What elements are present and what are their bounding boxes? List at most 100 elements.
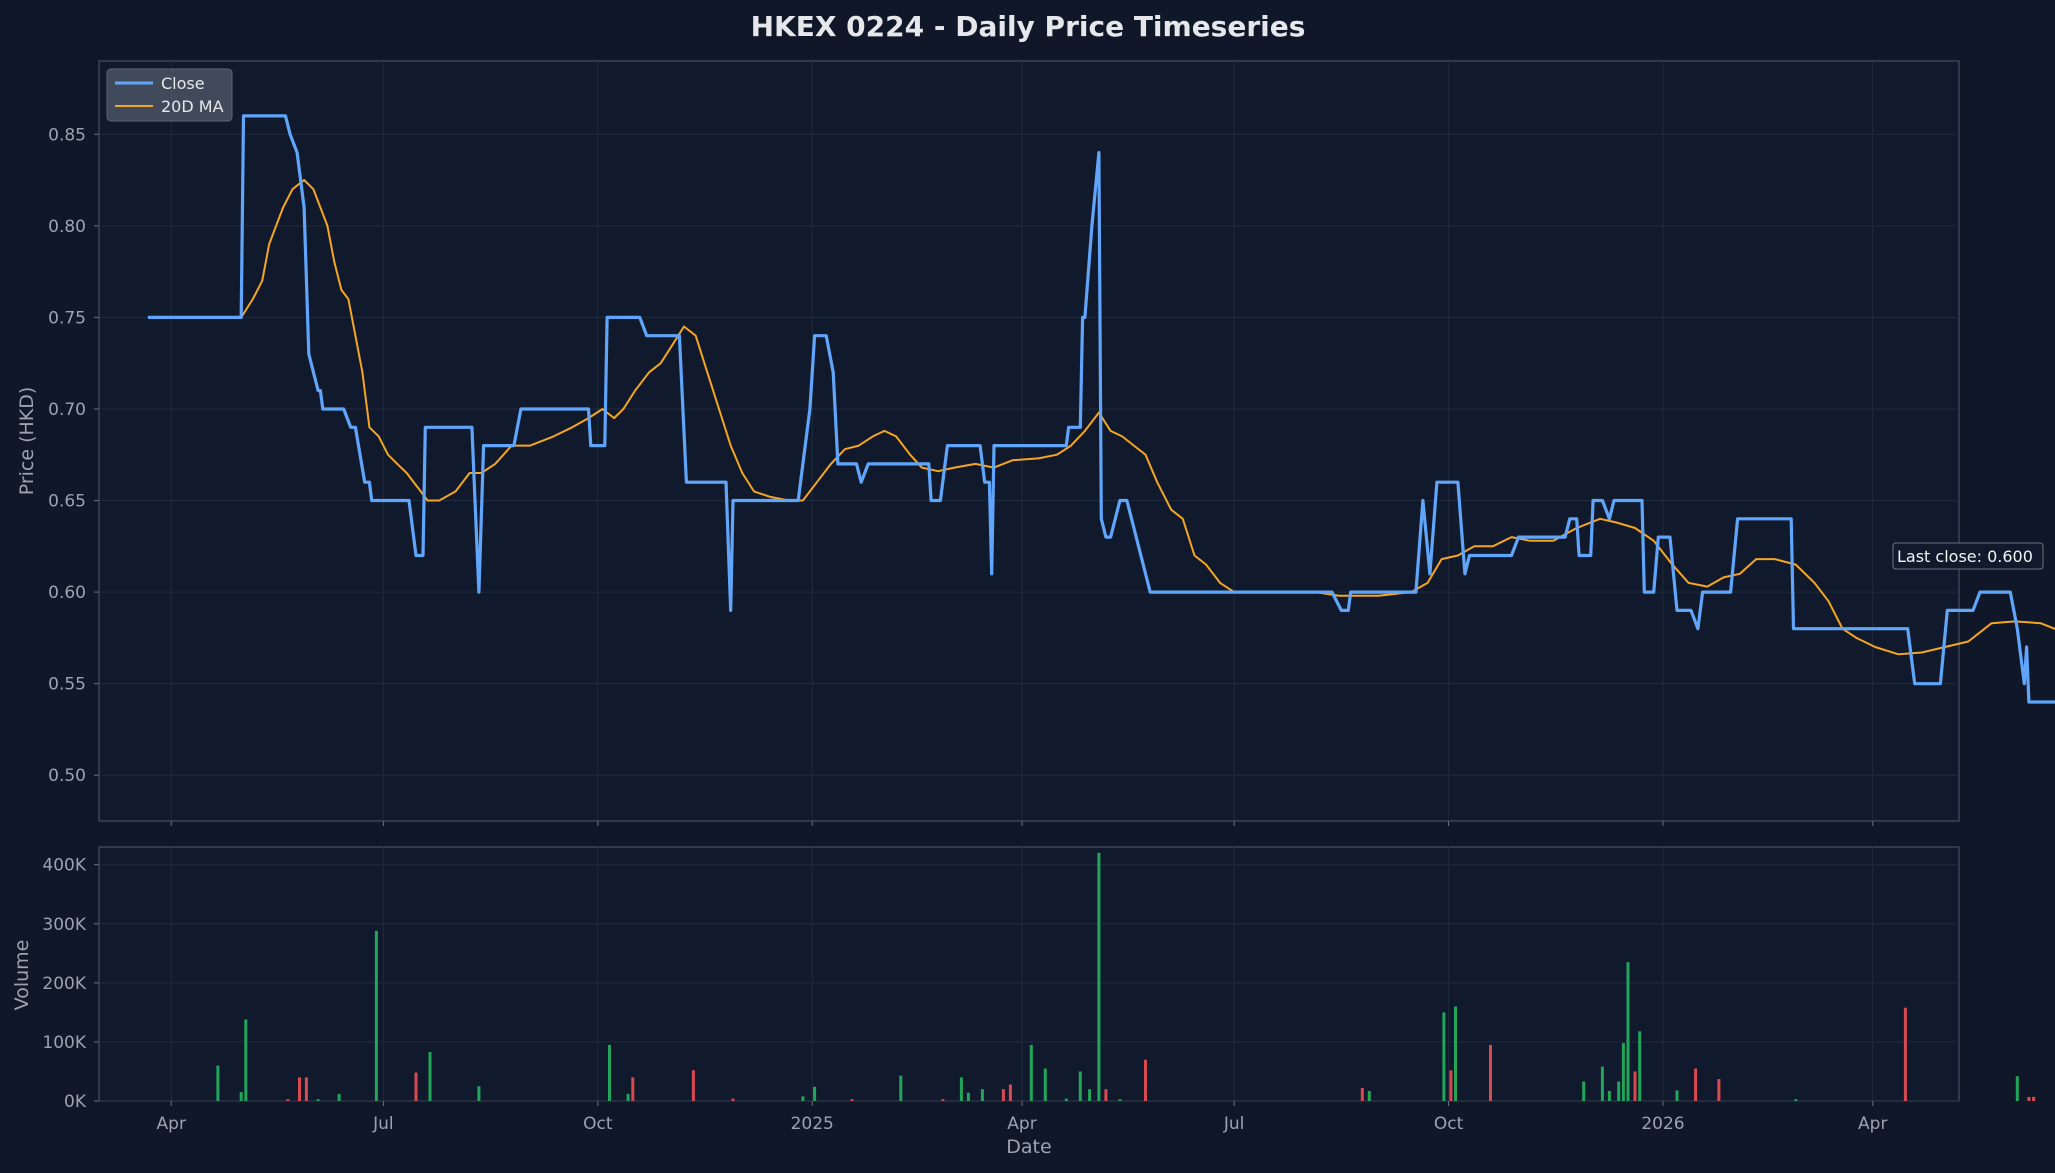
volume-bar <box>1043 1068 1047 1101</box>
volume-bar <box>1029 1044 1033 1101</box>
volume-y-tick-label: 100K <box>42 1033 86 1053</box>
x-tick-label: 2026 <box>1641 1114 1684 1134</box>
volume-bar <box>428 1052 432 1101</box>
legend-close-label: Close <box>161 74 205 93</box>
price-gridlines <box>99 61 1959 821</box>
volume-bar <box>1638 1031 1642 1101</box>
price-y-axis-label: Price (HKD) <box>16 387 38 496</box>
volume-bar <box>1794 1099 1798 1101</box>
price-y-ticks: 0.50 0.55 0.60 0.65 0.70 0.75 0.80 0.85 <box>48 125 99 786</box>
volume-bar <box>691 1070 695 1101</box>
volume-y-tick-label: 300K <box>42 915 86 935</box>
volume-bar <box>477 1086 481 1101</box>
volume-y-tick-label: 200K <box>42 974 86 994</box>
price-y-tick-label: 0.55 <box>48 675 86 695</box>
volume-bar <box>959 1077 963 1101</box>
close-line <box>147 114 2055 704</box>
legend-ma-label: 20D MA <box>161 97 224 116</box>
x-tick-label: Oct <box>583 1114 613 1134</box>
price-y-tick-label: 0.85 <box>48 125 86 145</box>
volume-bar <box>1489 1044 1492 1101</box>
x-tick-label: 2025 <box>791 1114 834 1134</box>
volume-bar <box>2027 1096 2031 1101</box>
volume-bar <box>316 1099 320 1101</box>
volume-bar <box>1454 1006 1457 1101</box>
volume-bar <box>374 930 378 1101</box>
price-y-tick-label: 0.50 <box>48 766 86 786</box>
volume-bar <box>1694 1068 1698 1101</box>
price-y-tick-label: 0.60 <box>48 583 86 603</box>
x-tick-label: Jul <box>1223 1114 1245 1134</box>
volume-bar <box>626 1093 630 1101</box>
volume-bar <box>980 1089 984 1101</box>
x-tick-label: Oct <box>1434 1114 1464 1134</box>
x-tick-label: Apr <box>157 1114 186 1134</box>
volume-bar <box>1449 1070 1453 1101</box>
annotation-text: Last close: 0.600 <box>1897 547 2033 566</box>
price-plot-area <box>98 60 1960 822</box>
volume-bar <box>1078 1071 1082 1101</box>
price-series <box>147 114 2055 704</box>
volume-bar <box>1360 1088 1364 1101</box>
volume-bar <box>1367 1091 1371 1101</box>
price-y-tick-label: 0.80 <box>48 217 86 237</box>
volume-bar <box>304 1077 308 1101</box>
volume-bar <box>1633 1071 1637 1101</box>
volume-y-tick-label: 0K <box>64 1092 87 1112</box>
volume-gridlines <box>99 847 1959 1102</box>
volume-bar <box>337 1093 341 1101</box>
volume-bar <box>1717 1079 1721 1101</box>
volume-bar <box>1088 1089 1092 1101</box>
volume-bar <box>1064 1098 1068 1101</box>
x-axis-label: Date <box>1006 1136 1051 1158</box>
volume-bar <box>1675 1090 1679 1101</box>
volume-bar <box>813 1086 817 1101</box>
volume-bar <box>1607 1091 1611 1101</box>
volume-bar <box>1097 852 1101 1101</box>
volume-bar <box>631 1077 635 1101</box>
volume-bar <box>216 1065 220 1101</box>
volume-bar <box>1626 962 1630 1101</box>
volume-bar <box>941 1099 945 1101</box>
volume-bar <box>966 1092 970 1101</box>
price-y-tick-label: 0.70 <box>48 400 86 420</box>
volume-y-ticks: 0K 100K 200K 300K 400K <box>42 856 99 1112</box>
volume-bar <box>1617 1081 1621 1101</box>
volume-y-axis-label: Volume <box>11 940 33 1011</box>
volume-bar <box>1903 1007 1907 1101</box>
volume-bar <box>1582 1081 1586 1101</box>
ma20-line <box>240 179 2055 656</box>
volume-bar <box>414 1072 418 1101</box>
volume-y-tick-label: 400K <box>42 856 86 876</box>
volume-bar <box>899 1075 903 1101</box>
volume-bar <box>1442 1012 1446 1101</box>
chart-title: HKEX 0224 - Daily Price Timeseries <box>751 10 1306 43</box>
volume-bar <box>1600 1066 1604 1101</box>
volume-bar <box>1144 1059 1147 1101</box>
volume-bar <box>608 1044 611 1101</box>
volume-bar <box>286 1099 290 1101</box>
volume-bar <box>2015 1076 2019 1101</box>
volume-bar <box>801 1096 805 1101</box>
volume-bars <box>216 852 2036 1101</box>
x-tick-label: Jul <box>372 1114 394 1134</box>
last-close-annotation: Last close: 0.600 <box>1892 542 2044 570</box>
x-axis-ticks: Apr Jul Oct 2025 Apr Jul Oct 2026 Apr <box>157 821 1887 1134</box>
x-tick-label: Apr <box>1007 1114 1036 1134</box>
volume-bar <box>1621 1043 1625 1101</box>
legend: Close 20D MA <box>106 68 233 122</box>
volume-bar <box>2032 1096 2036 1101</box>
volume-plot-area <box>98 846 1960 1102</box>
volume-bar <box>850 1099 854 1101</box>
volume-bar <box>1008 1084 1012 1101</box>
volume-bar <box>298 1077 301 1101</box>
volume-bar <box>1001 1089 1005 1101</box>
price-y-tick-label: 0.65 <box>48 492 86 512</box>
volume-bar <box>239 1092 243 1101</box>
x-tick-label: Apr <box>1858 1114 1887 1134</box>
price-y-tick-label: 0.75 <box>48 308 86 328</box>
volume-bar <box>1118 1099 1122 1101</box>
volume-bar <box>731 1098 735 1101</box>
annotation-box <box>1892 542 2044 570</box>
